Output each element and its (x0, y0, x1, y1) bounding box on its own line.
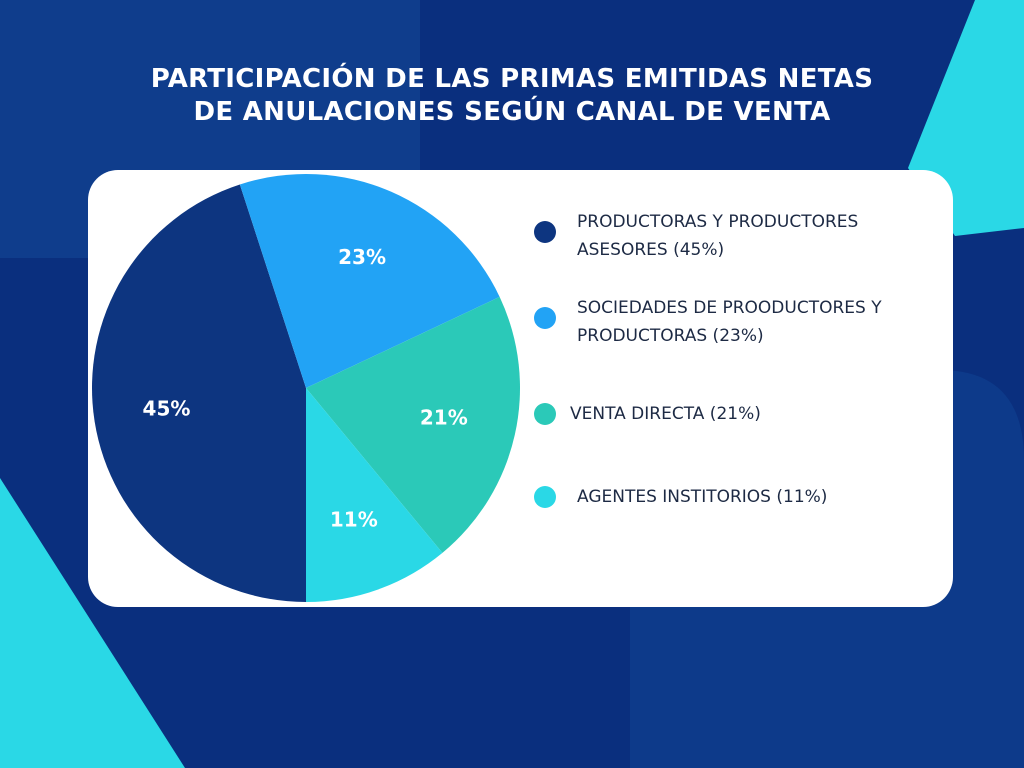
legend-label: PRODUCTORAS Y PRODUCTORES ASESORES (45%) (577, 212, 859, 260)
pie: 45% 23% 21% 11% (92, 174, 520, 602)
slice-label: 23% (338, 245, 386, 269)
slice-label: 21% (420, 405, 468, 429)
pie-slice (306, 296, 520, 553)
legend-swatch (534, 486, 556, 508)
pie-slice (92, 184, 307, 602)
chart-title: PARTICIPACIÓN DE LAS PRIMAS EMITIDAS NET… (150, 64, 874, 94)
legend-label: VENTA DIRECTA (21%) (570, 404, 761, 424)
legend-swatch (534, 403, 556, 425)
pie-slice (239, 174, 500, 388)
pie-slice (306, 388, 443, 602)
legend-label: SOCIEDADES DE PROODUCTORES Y PRODUCTORAS… (577, 298, 882, 346)
chart-title: DE ANULACIONES SEGÚN CANAL DE VENTA (193, 97, 831, 127)
legend-swatch (534, 307, 556, 329)
bg-triangle (0, 478, 185, 768)
slice-label: 45% (143, 397, 191, 421)
slice-label: 11% (330, 507, 378, 531)
legend-swatch (534, 221, 556, 243)
legend-label: AGENTES INSTITORIOS (11%) (577, 487, 828, 507)
